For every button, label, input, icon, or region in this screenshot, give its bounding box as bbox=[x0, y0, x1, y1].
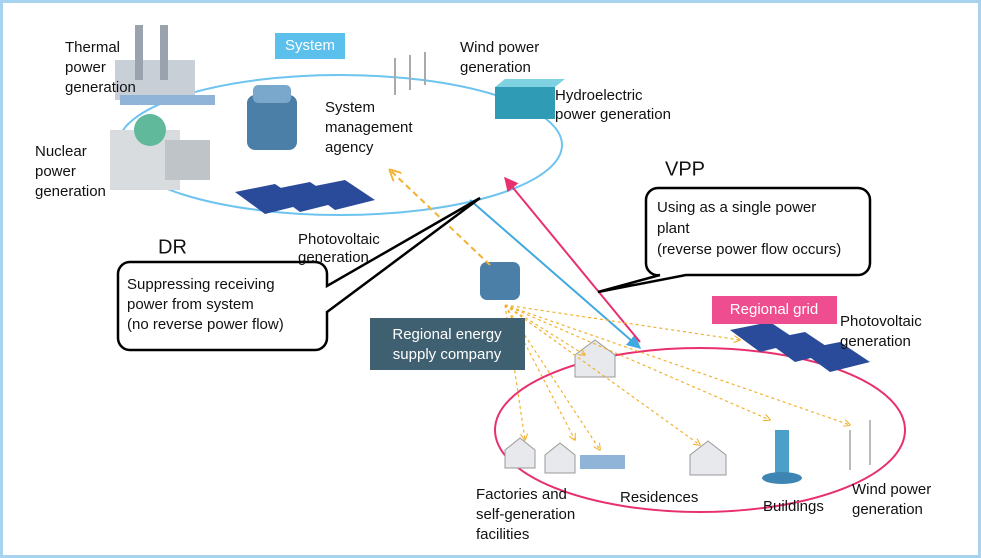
label-dr-note: (no reverse power flow) bbox=[127, 316, 284, 333]
label-pv-right: Photovoltaic bbox=[840, 313, 922, 330]
label-pv-top: generation bbox=[298, 249, 369, 266]
label-thermal: generation bbox=[65, 79, 136, 96]
label-buildings: Buildings bbox=[763, 498, 824, 515]
label-dr-note: power from system bbox=[127, 296, 254, 313]
label-vpp: VPP bbox=[665, 158, 705, 180]
label-wind-top: Wind power bbox=[460, 39, 539, 56]
label-nuclear: power bbox=[35, 163, 76, 180]
label-agency: System bbox=[325, 99, 375, 116]
system-badge bbox=[275, 33, 345, 59]
label-dr: DR bbox=[158, 236, 187, 258]
label-factories: Factories and bbox=[476, 486, 567, 503]
label-factories: self-generation bbox=[476, 506, 575, 523]
label-dr-note: Suppressing receiving bbox=[127, 276, 275, 293]
label-agency: agency bbox=[325, 139, 374, 156]
label-supplier: supply company bbox=[393, 346, 502, 363]
label-system: System bbox=[285, 37, 335, 54]
label-residences: Residences bbox=[620, 489, 698, 506]
vpp-callout bbox=[597, 186, 872, 294]
label-wind-bottom: generation bbox=[852, 501, 923, 518]
label-vpp-note: Using as a single power bbox=[657, 199, 816, 216]
label-factories: facilities bbox=[476, 526, 529, 543]
regional-grid-badge bbox=[712, 296, 837, 324]
dr-callout bbox=[116, 196, 481, 352]
label-wind-bottom: Wind power bbox=[852, 481, 931, 498]
label-pv-right: generation bbox=[840, 333, 911, 350]
label-regional-grid: Regional grid bbox=[730, 301, 818, 318]
label-hydro: Hydroelectric bbox=[555, 87, 643, 104]
label-thermal: power bbox=[65, 59, 106, 76]
label-agency: management bbox=[325, 119, 413, 136]
label-nuclear: generation bbox=[35, 183, 106, 200]
label-vpp-note: (reverse power flow occurs) bbox=[657, 241, 841, 258]
label-wind-top: generation bbox=[460, 59, 531, 76]
regional-ring bbox=[494, 347, 906, 513]
label-hydro: power generation bbox=[555, 106, 671, 123]
label-vpp-note: plant bbox=[657, 220, 690, 237]
flows bbox=[390, 170, 850, 450]
icons bbox=[110, 25, 871, 484]
label-thermal: Thermal bbox=[65, 39, 120, 56]
supplier-badge bbox=[370, 318, 525, 370]
label-pv-top: Photovoltaic bbox=[298, 231, 380, 248]
label-supplier: Regional energy bbox=[392, 326, 502, 343]
label-nuclear: Nuclear bbox=[35, 143, 87, 160]
